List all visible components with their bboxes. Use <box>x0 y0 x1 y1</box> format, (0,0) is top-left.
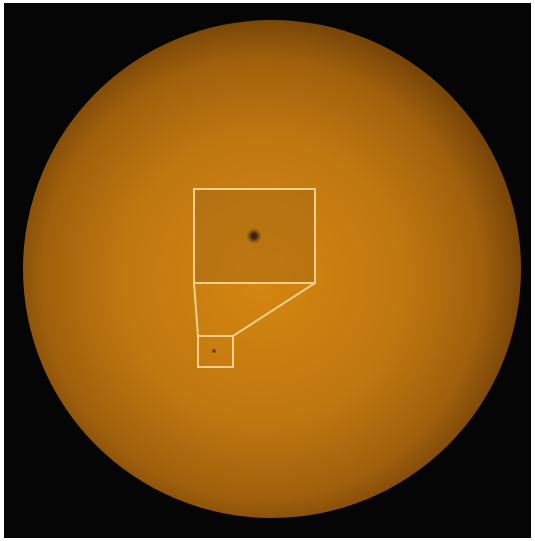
sunspot-enlarged-umbra <box>251 233 257 239</box>
source-box <box>197 335 234 368</box>
connector-line-left <box>193 282 199 337</box>
sun-image <box>4 3 531 538</box>
connector-line-right <box>232 282 316 337</box>
sunspot-small <box>212 349 216 353</box>
photo <box>4 3 531 538</box>
